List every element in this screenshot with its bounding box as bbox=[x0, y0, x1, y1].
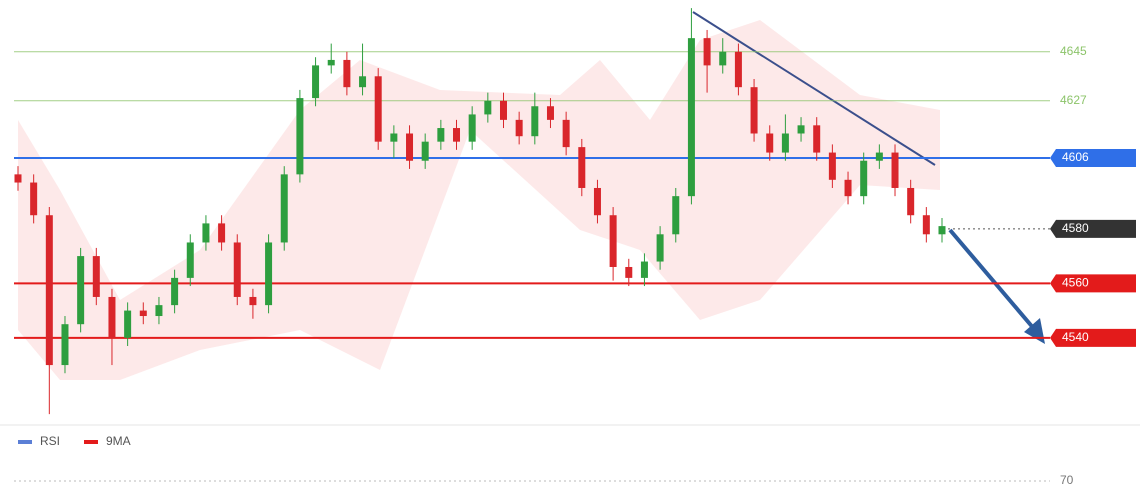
candle-body bbox=[891, 152, 899, 188]
candle-body bbox=[875, 152, 883, 161]
candle-body bbox=[922, 215, 930, 235]
candle-body bbox=[171, 277, 179, 306]
candle-body bbox=[108, 296, 116, 338]
candle-body bbox=[797, 125, 805, 134]
level-tag bbox=[1050, 219, 1136, 238]
candle-body bbox=[484, 100, 492, 115]
candle-body bbox=[327, 59, 335, 66]
candle-body bbox=[640, 261, 648, 278]
level-label: 4580 bbox=[1062, 221, 1089, 235]
arrow-shaft bbox=[948, 228, 1037, 332]
candle-body bbox=[609, 215, 617, 267]
y-tick-label: 70 bbox=[1060, 473, 1074, 487]
candle-body bbox=[719, 51, 727, 66]
candle-body bbox=[546, 106, 554, 120]
candle-body bbox=[249, 296, 257, 306]
candle-body bbox=[390, 133, 398, 142]
candle-body bbox=[421, 141, 429, 161]
candle-body bbox=[14, 174, 22, 183]
level-tag bbox=[1050, 328, 1136, 347]
candle-body bbox=[218, 223, 226, 243]
level-tag bbox=[1050, 149, 1136, 168]
candle-body bbox=[437, 128, 445, 142]
candle-body bbox=[844, 179, 852, 197]
legend-swatch bbox=[18, 440, 32, 444]
level-label: 4560 bbox=[1062, 276, 1089, 290]
level-label: 4540 bbox=[1062, 330, 1089, 344]
candle-body bbox=[312, 65, 320, 99]
candle-body bbox=[938, 226, 946, 235]
level-label: 4645 bbox=[1060, 44, 1087, 58]
candle-body bbox=[374, 76, 382, 142]
candle-body bbox=[813, 125, 821, 153]
candle-body bbox=[30, 182, 38, 216]
candle-body bbox=[139, 310, 147, 317]
candle-body bbox=[265, 242, 273, 306]
candle-body bbox=[406, 133, 414, 161]
candle-body bbox=[296, 98, 304, 175]
candle-body bbox=[593, 187, 601, 216]
candle-body bbox=[343, 59, 351, 88]
candle-body bbox=[562, 119, 570, 148]
level-tag bbox=[1050, 274, 1136, 293]
legend-swatch bbox=[84, 440, 98, 444]
candle-body bbox=[907, 187, 915, 216]
candle-body bbox=[734, 51, 742, 88]
candle-body bbox=[468, 114, 476, 142]
candle-body bbox=[45, 215, 53, 366]
trend-line bbox=[692, 11, 936, 166]
candle-body bbox=[280, 174, 288, 243]
candle-body bbox=[202, 223, 210, 243]
candle-body bbox=[233, 242, 241, 297]
candle-body bbox=[499, 100, 507, 120]
candle-body bbox=[186, 242, 194, 278]
candle-body bbox=[359, 76, 367, 88]
candle-body bbox=[124, 310, 132, 338]
candle-body bbox=[656, 234, 664, 262]
level-label: 4627 bbox=[1060, 93, 1087, 107]
candle-body bbox=[92, 256, 100, 297]
candle-body bbox=[766, 133, 774, 153]
candle-body bbox=[77, 256, 85, 325]
candle-body bbox=[828, 152, 836, 180]
candle-body bbox=[750, 87, 758, 134]
candle-body bbox=[672, 196, 680, 235]
legend-label: RSI bbox=[40, 434, 60, 448]
candle-body bbox=[61, 324, 69, 366]
legend-label: 9MA bbox=[106, 434, 131, 448]
candle-body bbox=[687, 38, 695, 197]
band bbox=[18, 20, 940, 380]
candle-body bbox=[531, 106, 539, 137]
candle-body bbox=[860, 160, 868, 197]
candle-body bbox=[703, 38, 711, 66]
level-label: 4606 bbox=[1062, 150, 1089, 164]
candle-body bbox=[625, 266, 633, 278]
candle-body bbox=[155, 305, 163, 317]
candle-body bbox=[515, 119, 523, 137]
candle-body bbox=[781, 133, 789, 153]
candle-body bbox=[578, 147, 586, 188]
candle-body bbox=[453, 128, 461, 142]
